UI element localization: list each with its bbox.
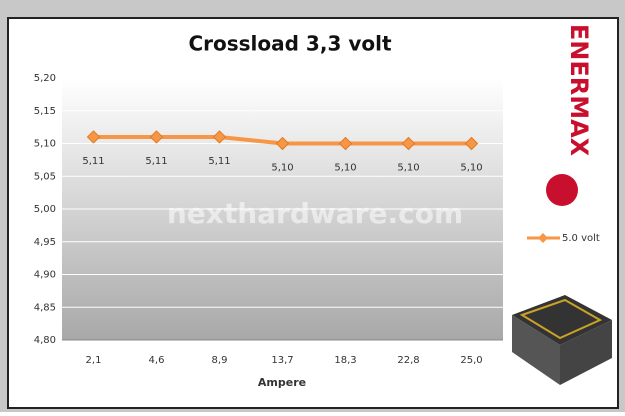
marker	[212, 130, 227, 144]
y-tick-label: 5,15	[34, 106, 56, 117]
marker	[338, 136, 353, 151]
x-tick-label: 22,8	[397, 355, 419, 366]
marker	[401, 136, 416, 151]
x-tick-label: 25,0	[460, 355, 482, 366]
y-tick-label: 4,85	[34, 302, 56, 313]
marker	[464, 136, 479, 151]
data-label: 5,11	[208, 156, 230, 167]
y-tick-label: 4,90	[34, 270, 56, 281]
y-tick-label: 5,00	[34, 204, 56, 215]
x-tick-label: 4,6	[149, 355, 165, 366]
y-tick-label: 5,10	[34, 139, 56, 150]
marker	[149, 130, 164, 144]
x-axis-label: Ampere	[258, 376, 306, 389]
watermark: nexthardware.com	[167, 197, 463, 230]
y-tick-label: 4,95	[34, 237, 56, 248]
data-label: 5,11	[82, 156, 104, 167]
data-label: 5,11	[145, 156, 167, 167]
marker	[275, 136, 290, 151]
data-label: 5,10	[271, 163, 293, 174]
data-label: 5,10	[460, 163, 482, 174]
data-label: 5,10	[334, 163, 356, 174]
legend-marker	[538, 233, 548, 243]
y-tick-label: 5,20	[34, 73, 56, 84]
x-tick-label: 2,1	[86, 355, 102, 366]
marker	[86, 130, 101, 144]
x-tick-label: 18,3	[334, 355, 356, 366]
data-label: 5,10	[397, 163, 419, 174]
x-tick-label: 8,9	[212, 355, 228, 366]
logo-emblem	[546, 174, 578, 206]
chart-title: Crossload 3,3 volt	[188, 32, 391, 56]
x-tick-label: 13,7	[271, 355, 293, 366]
product-image	[512, 295, 612, 385]
logo: ENERMAX	[565, 24, 593, 157]
y-tick-label: 4,80	[34, 335, 56, 346]
y-tick-label: 5,05	[34, 171, 56, 182]
legend-label: 5.0 volt	[562, 233, 600, 244]
